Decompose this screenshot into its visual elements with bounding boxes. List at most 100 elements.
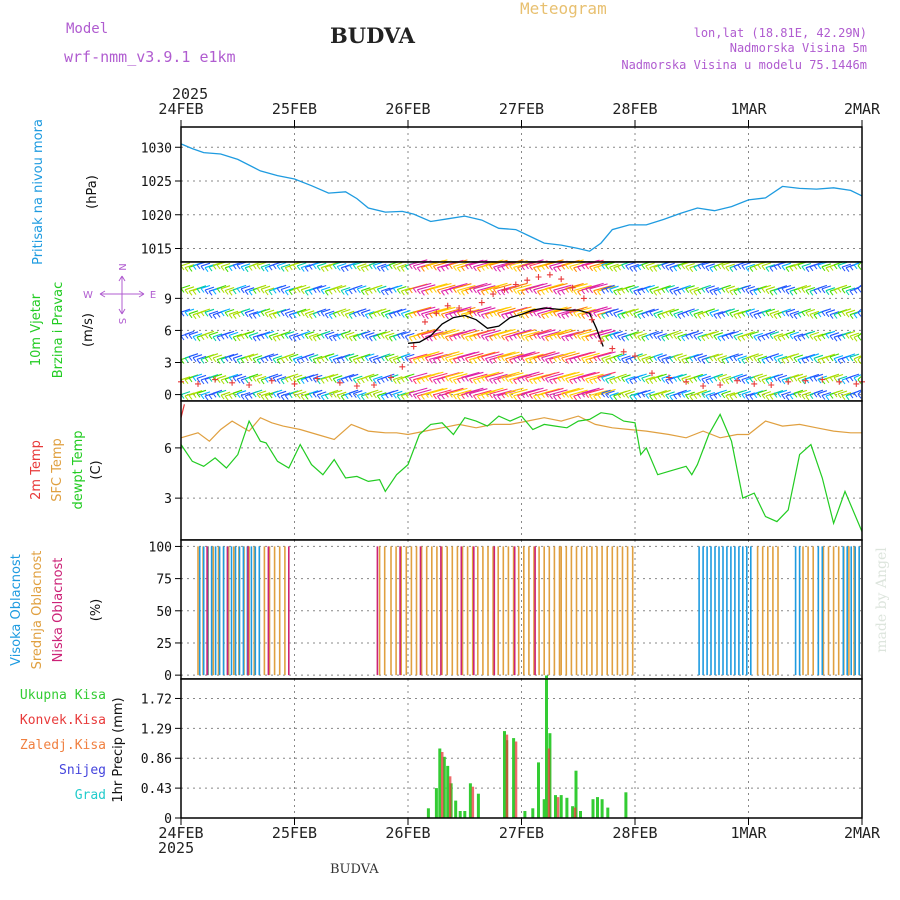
wind-barb-tail <box>280 379 285 385</box>
wind-barb-tail <box>533 357 537 363</box>
wind-barb-tail <box>825 378 830 384</box>
wind-barb-tail <box>244 267 249 273</box>
wind-barb <box>208 331 219 336</box>
wind-barb-tail <box>521 393 525 399</box>
date-label-bottom: 27FEB <box>499 824 544 842</box>
wind-barb-tail <box>685 334 690 340</box>
wind-barb-tail <box>300 311 305 317</box>
precip-legend-convective: Konvek.Kisa <box>20 713 106 728</box>
wind-barb-tail <box>408 313 413 319</box>
wind-barb <box>361 353 371 358</box>
wind-barb-tail <box>553 379 557 384</box>
wind-barb <box>244 330 255 335</box>
wind-barb-tail <box>196 336 201 342</box>
wind-barb-tail <box>713 394 718 399</box>
wind-barb <box>621 355 631 360</box>
wind-barb <box>761 262 772 267</box>
model-elevation-label: Nadmorska Visina u modelu 75.1446m <box>621 58 867 72</box>
wind-barb-tail <box>296 288 301 293</box>
wind-barb-tail <box>216 312 221 318</box>
wind-barb <box>697 354 707 359</box>
wind-barb <box>741 262 751 267</box>
precip-total-bar <box>600 799 604 818</box>
wind-barb <box>501 371 520 378</box>
wind-barb <box>425 352 444 359</box>
wind-barb-tail <box>468 359 473 365</box>
wind-barb-tail <box>252 392 257 398</box>
pressure-panel: Pritisak na nivou mora (hPa) 10151020102… <box>31 119 863 265</box>
wind-barb <box>565 373 584 380</box>
wind-barb-tail <box>292 336 297 342</box>
wind-barb <box>321 330 331 335</box>
wind-barb <box>216 389 227 394</box>
wind-barb-tail <box>681 264 686 270</box>
wind-barb-tail <box>216 336 221 342</box>
wind-barb-tail <box>505 264 509 270</box>
wind-barb-tail <box>597 356 601 362</box>
wind-barb <box>200 391 211 396</box>
wind-barb <box>465 309 484 316</box>
wind-barb-tail <box>404 393 409 399</box>
wind-barb-tail <box>841 311 846 317</box>
wind-barb-tail <box>472 379 477 385</box>
wind-barb-tail <box>308 290 313 295</box>
wind-barb <box>381 287 391 292</box>
wind-barb <box>224 308 235 314</box>
wind-barb-tail <box>853 392 858 398</box>
precip-convective-bar <box>448 776 452 818</box>
wind-barb-tail <box>416 334 421 339</box>
wind-barb-tail <box>328 289 333 295</box>
wind-barb <box>409 372 428 379</box>
wind-barb <box>188 287 199 292</box>
wind-barb <box>497 328 516 335</box>
wind-barb-tail <box>392 359 397 365</box>
wind-barb-tail <box>376 395 381 401</box>
wind-barb <box>841 308 852 313</box>
wind-barb-tail <box>849 376 854 382</box>
wind-barb-tail <box>805 357 810 362</box>
pressure-side-label: Pritisak na nivou mora <box>31 119 46 265</box>
wind-barb <box>517 262 536 269</box>
wind-barb-tail <box>224 357 229 362</box>
wind-barb-tail <box>689 290 694 295</box>
wind-barb-tail <box>857 287 862 293</box>
precip-ytick-label: 1.72 <box>141 692 172 707</box>
wind-barb-tail <box>224 378 229 384</box>
wind-barb-tail <box>577 377 581 382</box>
wind-barb <box>453 283 472 290</box>
wind-barb-tail <box>537 377 541 383</box>
gust-marker <box>456 305 463 311</box>
wind-barb <box>280 331 291 336</box>
wind-barb-tail <box>320 357 325 363</box>
wind-barb-tail <box>224 267 229 273</box>
wind-barb-tail <box>689 267 694 273</box>
wind-barb <box>665 391 675 396</box>
cloud-plot-bg <box>181 540 862 679</box>
wind-barb <box>593 307 612 314</box>
wind-barb-tail <box>304 356 309 362</box>
wind-barb <box>321 286 331 291</box>
wind-barb <box>325 310 335 315</box>
wind-barb-tail <box>637 290 642 296</box>
wind-barb-tail <box>777 313 782 319</box>
wind-barb-tail <box>444 314 449 320</box>
wind-barb <box>401 353 411 358</box>
wind-barb-tail <box>424 314 429 320</box>
wind-barb-tail <box>484 358 489 363</box>
cloud-ytick-label: 75 <box>156 573 172 588</box>
wind-barb-tail <box>440 394 445 400</box>
wind-barb <box>429 283 448 290</box>
wind-barb-tail <box>380 334 385 339</box>
wind-barb-tail <box>276 335 281 341</box>
wind-barb-tail <box>352 359 357 365</box>
wind-barb-tail <box>456 357 461 362</box>
wind-barb <box>613 287 623 292</box>
wind-barb <box>333 284 343 290</box>
wind-barb-tail <box>769 395 774 400</box>
wind-barb <box>505 353 524 360</box>
wind-barb <box>557 351 576 358</box>
wind-barb-tail <box>589 395 593 400</box>
wind-barb-tail <box>585 312 589 318</box>
wind-barb-tail <box>597 314 601 319</box>
wind-barb <box>212 333 223 338</box>
